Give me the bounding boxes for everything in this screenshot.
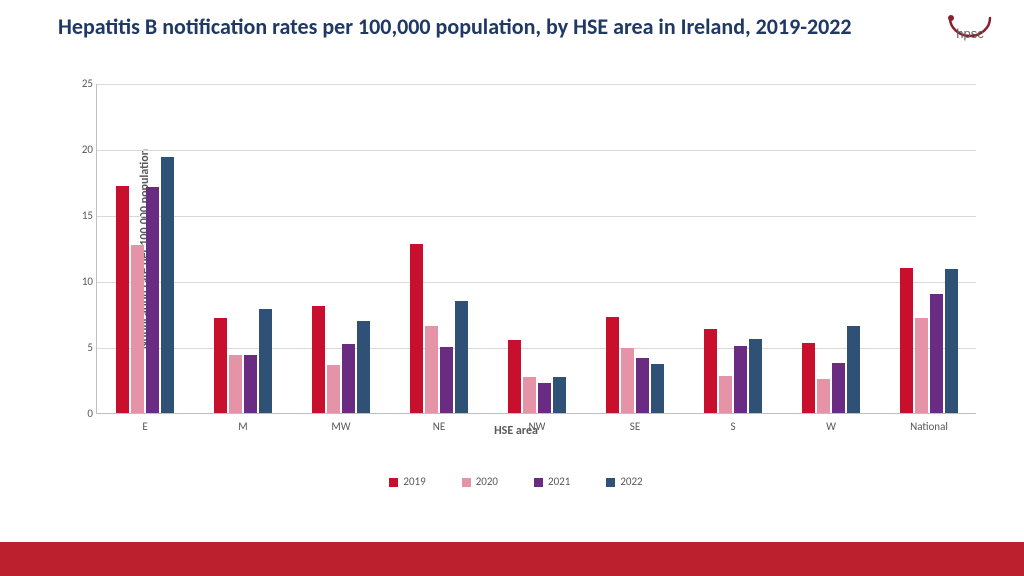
- legend-swatch: [606, 478, 615, 487]
- bar: [704, 329, 717, 413]
- bar: [161, 157, 174, 413]
- bar: [523, 377, 536, 413]
- slide: Hepatitis B notification rates per 100,0…: [0, 0, 1024, 576]
- y-tick: 25: [69, 77, 93, 90]
- bar: [259, 309, 272, 413]
- legend-swatch: [534, 478, 543, 487]
- bar: [229, 355, 242, 413]
- bar: [357, 321, 370, 413]
- bar: [116, 186, 129, 413]
- legend-swatch: [462, 478, 471, 487]
- bar: [802, 343, 815, 413]
- legend-swatch: [389, 478, 398, 487]
- legend-item: 2022: [606, 475, 642, 488]
- bar: [327, 365, 340, 413]
- bar: [244, 355, 257, 413]
- bar: [621, 348, 634, 413]
- bar: [636, 358, 649, 413]
- legend-item: 2020: [462, 475, 498, 488]
- bar: [930, 294, 943, 413]
- hpsc-logo: hpsc: [940, 12, 1000, 61]
- page-title: Hepatitis B notification rates per 100,0…: [58, 14, 898, 39]
- bar: [847, 326, 860, 413]
- bar: [749, 339, 762, 413]
- gridline: [97, 216, 976, 217]
- bar: [214, 318, 227, 413]
- bar: [146, 187, 159, 413]
- bar: [440, 347, 453, 413]
- y-tick: 15: [69, 209, 93, 222]
- bar: [915, 318, 928, 413]
- bar: [651, 364, 664, 413]
- bar: [900, 268, 913, 413]
- bar: [508, 340, 521, 413]
- gridline: [97, 84, 976, 85]
- gridline: [97, 282, 976, 283]
- bar: [945, 269, 958, 413]
- legend-item: 2019: [389, 475, 425, 488]
- bar: [817, 379, 830, 413]
- bar: [832, 363, 845, 413]
- footer-bar: [0, 542, 1024, 576]
- legend-label: 2021: [548, 475, 570, 488]
- y-tick: 0: [69, 407, 93, 420]
- bar-chart: Notification rate per 100,000 population…: [36, 74, 996, 494]
- legend-item: 2021: [534, 475, 570, 488]
- gridline: [97, 348, 976, 349]
- y-tick: 5: [69, 341, 93, 354]
- bar: [425, 326, 438, 413]
- y-tick: 10: [69, 275, 93, 288]
- x-axis-label: HSE area: [36, 424, 996, 438]
- legend: 2019 2020 2021 2022: [36, 475, 996, 488]
- legend-label: 2019: [403, 475, 425, 488]
- bar: [131, 245, 144, 413]
- plot-area: Notification rate per 100,000 population…: [96, 84, 976, 414]
- bar: [455, 301, 468, 413]
- bar: [606, 317, 619, 413]
- bar: [719, 376, 732, 413]
- legend-label: 2022: [620, 475, 642, 488]
- bar: [342, 344, 355, 413]
- bar: [410, 244, 423, 413]
- gridline: [97, 150, 976, 151]
- bar: [734, 346, 747, 413]
- logo-text: hpsc: [956, 26, 984, 41]
- y-tick: 20: [69, 143, 93, 156]
- legend-label: 2020: [476, 475, 498, 488]
- bar: [553, 377, 566, 413]
- bar: [538, 383, 551, 413]
- bar: [312, 306, 325, 413]
